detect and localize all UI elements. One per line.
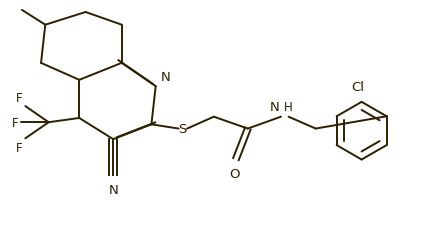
- Text: S: S: [178, 122, 186, 135]
- Text: Cl: Cl: [352, 80, 365, 93]
- Text: F: F: [16, 141, 23, 154]
- Text: O: O: [229, 167, 239, 180]
- Text: N: N: [161, 70, 170, 83]
- Text: F: F: [16, 91, 23, 104]
- Text: N: N: [270, 101, 279, 114]
- Text: F: F: [12, 116, 18, 129]
- Text: N: N: [108, 183, 118, 196]
- Text: H: H: [283, 101, 292, 114]
